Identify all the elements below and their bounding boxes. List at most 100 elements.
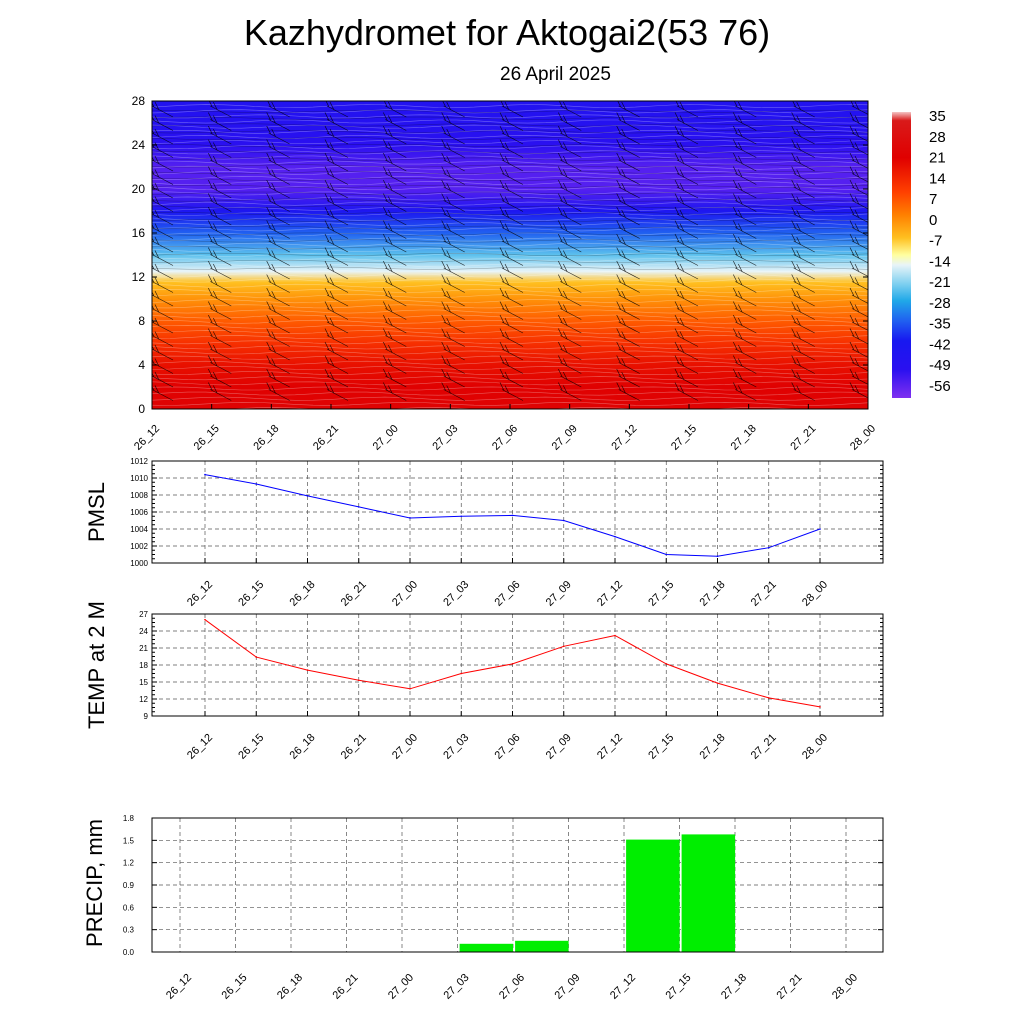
wind-barb	[617, 101, 640, 118]
wind-barb	[441, 274, 465, 293]
wind-barb	[616, 274, 640, 293]
wind-barb	[382, 368, 407, 388]
contour-line	[152, 283, 868, 288]
wind-barb	[441, 220, 465, 239]
wind-barb	[324, 274, 349, 293]
contour-line	[152, 345, 868, 350]
wind-barb	[441, 247, 465, 266]
contour-line	[152, 314, 868, 319]
wind-barb	[732, 328, 757, 347]
wind-barb	[267, 101, 290, 118]
contour-line	[152, 165, 868, 170]
wind-barb	[207, 382, 232, 401]
wind-barb	[152, 142, 174, 158]
contour-line	[152, 109, 868, 114]
x-tick-label: 26_12	[132, 423, 162, 453]
wind-barb	[207, 179, 232, 199]
contour-line	[152, 386, 868, 391]
wind-barb	[266, 152, 290, 172]
wind-barb	[441, 139, 465, 158]
wind-barb	[324, 220, 349, 239]
y-tick-label: 0	[138, 402, 145, 416]
wind-barb	[499, 287, 524, 307]
contour-line	[152, 355, 868, 360]
wind-barb	[266, 166, 290, 185]
wind-barb	[732, 274, 757, 293]
wind-barb	[732, 220, 757, 239]
y-axis-label: TEMP at 2 M	[84, 601, 109, 729]
pmsl-point	[562, 519, 565, 522]
wind-barb	[616, 247, 640, 266]
wind-barb	[849, 247, 868, 264]
wind-barb	[557, 382, 582, 401]
x-tick-label: 27_12	[595, 732, 625, 762]
x-tick-label: 27_03	[442, 972, 472, 1002]
wind-barb	[849, 206, 868, 223]
wind-barb	[557, 355, 582, 374]
colorbar-label: 7	[929, 191, 937, 208]
x-tick-label: 26_18	[251, 423, 281, 453]
wind-barb	[382, 355, 407, 374]
colorbar-label: -56	[929, 378, 951, 395]
wind-barb	[732, 355, 757, 374]
contour-line	[152, 176, 868, 180]
wind-barb	[152, 317, 174, 334]
wind-barb	[499, 179, 524, 199]
contour-line	[152, 391, 868, 396]
contour-line-dark	[152, 109, 868, 113]
wind-barb	[849, 112, 868, 129]
wind-barb	[207, 341, 232, 361]
wind-barb	[207, 274, 232, 293]
wind-barb	[849, 301, 868, 318]
wind-barb	[266, 206, 290, 226]
wind-barb	[382, 193, 407, 212]
wind-barb	[324, 382, 349, 401]
colorbar-label: 28	[929, 129, 946, 146]
wind-barb	[266, 328, 290, 347]
wind-barb	[616, 166, 640, 185]
contour-line-dark	[152, 191, 868, 195]
y-tick-label: 18	[139, 661, 148, 670]
wind-barb	[616, 314, 640, 334]
wind-barb	[207, 260, 232, 280]
x-tick-label: 27_03	[441, 732, 471, 762]
wind-barb	[441, 125, 465, 145]
y-tick-label: 0.9	[123, 881, 135, 890]
wind-barb	[616, 206, 640, 226]
contour-line-dark	[152, 198, 868, 202]
wind-barb	[616, 233, 640, 253]
x-tick-label: 27_15	[669, 423, 699, 453]
pmsl-point	[460, 515, 463, 518]
colorbar-label: -14	[929, 253, 951, 270]
wind-barb	[849, 328, 868, 345]
x-tick-label: 27_12	[608, 972, 638, 1002]
contour-line	[152, 237, 868, 242]
x-tick-label: 27_06	[493, 579, 523, 609]
contour-line	[152, 304, 868, 309]
wind-barb	[557, 112, 582, 131]
wind-barb	[499, 220, 524, 239]
wind-barb	[674, 247, 699, 266]
x-tick-label: 26_21	[339, 732, 369, 762]
wind-barb	[791, 179, 815, 199]
wind-barb	[616, 341, 640, 361]
contour-line	[152, 155, 868, 160]
x-tick-label: 26_15	[236, 579, 266, 609]
x-tick-label: 27_09	[544, 732, 574, 762]
wind-barb	[382, 247, 407, 266]
contour-line-dark	[152, 137, 868, 141]
wind-barb	[499, 125, 524, 145]
contour-line	[152, 376, 868, 381]
panel-frame	[151, 817, 884, 953]
y-tick-label: 1012	[130, 457, 148, 466]
wind-barb	[324, 260, 349, 280]
wind-barb	[732, 341, 757, 361]
contour-line	[152, 253, 868, 257]
wind-barb	[266, 179, 290, 199]
wind-barb	[266, 314, 290, 334]
wind-barb	[152, 385, 174, 401]
contour-line	[152, 222, 868, 227]
wind-barb	[849, 260, 868, 277]
y-tick-label: 1000	[130, 559, 148, 568]
